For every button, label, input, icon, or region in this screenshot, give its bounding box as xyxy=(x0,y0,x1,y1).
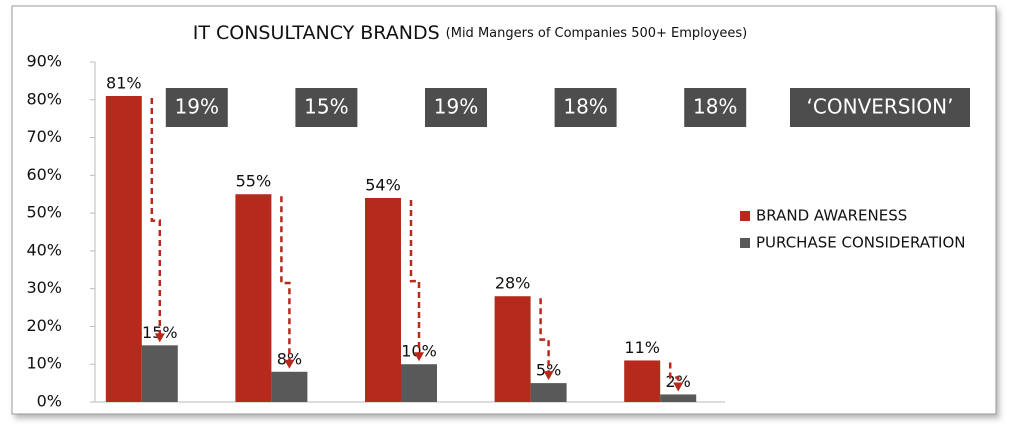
value-label: 54% xyxy=(365,176,401,195)
conversion-label: 18% xyxy=(563,95,607,119)
conversion-label: 18% xyxy=(693,95,737,119)
conversion-box xyxy=(554,88,617,127)
conversion-label: ‘CONVERSION’ xyxy=(807,95,954,119)
bar xyxy=(494,296,531,402)
y-tick-label: 40% xyxy=(26,240,62,259)
conversion-box xyxy=(425,88,487,127)
bar xyxy=(401,364,437,402)
conversion-box xyxy=(295,88,358,127)
chart-subtitle: (Mid Mangers of Companies 500+ Employees… xyxy=(446,26,748,41)
bar xyxy=(141,345,178,402)
legend-swatch xyxy=(740,238,750,248)
conversion-arrow xyxy=(409,200,421,355)
bar xyxy=(624,360,661,402)
y-tick-label: 70% xyxy=(26,127,62,146)
conversion-box xyxy=(790,88,970,127)
conversion-label: 15% xyxy=(304,95,348,119)
arrow-head xyxy=(673,382,684,392)
value-label: 11% xyxy=(624,338,660,357)
chart-title: IT CONSULTANCY BRANDS xyxy=(193,22,440,44)
y-tick-label: 50% xyxy=(26,203,62,222)
arrow-head xyxy=(414,352,424,362)
bar xyxy=(235,194,272,402)
bar xyxy=(530,383,567,402)
value-label: 10% xyxy=(401,342,437,361)
arrow-head xyxy=(284,359,295,369)
y-tick-label: 80% xyxy=(26,89,62,108)
conversion-label: 19% xyxy=(175,95,219,119)
y-tick-label: 10% xyxy=(26,354,62,373)
y-tick-label: 30% xyxy=(26,278,62,297)
bar xyxy=(660,394,697,402)
conversion-box xyxy=(165,88,228,127)
arrow-head xyxy=(154,333,165,343)
value-label: 2% xyxy=(666,372,691,391)
legend-label: BRAND AWARENESS xyxy=(756,207,907,225)
conversion-box xyxy=(684,88,747,127)
bar xyxy=(271,371,308,402)
conversion-arrow xyxy=(150,98,162,336)
legend-label: PURCHASE CONSIDERATION xyxy=(756,234,965,252)
value-label: 28% xyxy=(495,274,531,293)
legend-swatch xyxy=(740,211,750,221)
conversion-label: 19% xyxy=(434,95,478,119)
chart-heading: IT CONSULTANCY BRANDS (Mid Mangers of Com… xyxy=(193,22,748,44)
arrow-head xyxy=(543,371,554,381)
value-label: 55% xyxy=(236,172,272,191)
y-tick-label: 60% xyxy=(26,165,62,184)
bar xyxy=(365,198,401,402)
value-label: 81% xyxy=(106,74,142,93)
conversion-arrow xyxy=(539,298,550,374)
y-tick-label: 90% xyxy=(26,52,62,71)
conversion-arrow xyxy=(280,196,291,362)
bar xyxy=(105,96,142,402)
y-tick-label: 20% xyxy=(26,316,62,335)
value-label: 5% xyxy=(536,361,561,380)
y-tick-label: 0% xyxy=(37,392,62,411)
